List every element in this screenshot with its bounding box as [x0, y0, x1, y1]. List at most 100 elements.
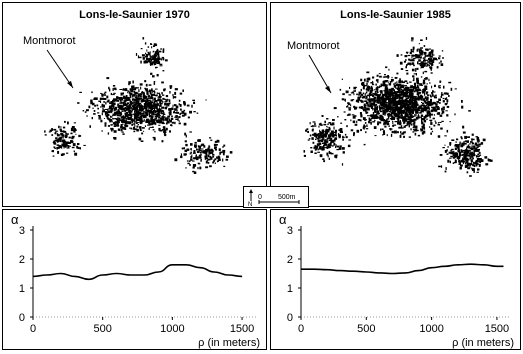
- building-dot: [134, 128, 138, 131]
- building-dot: [357, 100, 360, 103]
- building-dot: [146, 98, 149, 102]
- building-dot: [108, 86, 110, 90]
- building-dot: [103, 101, 106, 103]
- building-dot: [141, 54, 145, 57]
- building-dot: [343, 136, 345, 139]
- building-dot: [387, 120, 390, 122]
- building-dot: [353, 132, 355, 135]
- building-dot: [416, 93, 419, 96]
- building-dot: [409, 94, 412, 97]
- building-dot: [434, 94, 437, 96]
- building-dot: [319, 135, 321, 137]
- building-dot: [444, 170, 447, 173]
- building-dot: [410, 94, 413, 97]
- building-dot: [411, 105, 414, 109]
- building-dot: [303, 150, 306, 153]
- building-dot: [418, 92, 421, 94]
- building-dot: [120, 92, 123, 96]
- building-dot: [436, 59, 438, 61]
- building-dot: [139, 112, 142, 115]
- building-dot: [154, 44, 158, 47]
- building-dot: [451, 148, 454, 150]
- building-dot: [143, 114, 146, 117]
- building-dot: [372, 112, 375, 115]
- building-dot: [185, 143, 188, 147]
- building-dot: [116, 100, 120, 102]
- building-dot: [155, 94, 158, 97]
- building-dot: [431, 85, 433, 89]
- building-dot: [66, 133, 68, 137]
- building-dot: [328, 139, 331, 141]
- building-dot: [135, 95, 137, 97]
- building-dot: [156, 59, 159, 62]
- building-dot: [405, 70, 409, 72]
- building-dot: [379, 116, 383, 119]
- building-dot: [477, 145, 481, 147]
- building-dot: [137, 55, 139, 59]
- building-dot: [323, 131, 325, 133]
- building-dot: [205, 157, 208, 160]
- building-dot: [312, 141, 315, 144]
- building-dot: [389, 106, 393, 109]
- building-dot: [441, 50, 444, 52]
- building-dot: [434, 57, 437, 61]
- building-dot: [385, 105, 388, 107]
- building-dot: [397, 122, 400, 125]
- building-dot: [459, 153, 462, 157]
- building-dot: [458, 161, 461, 163]
- building-dot: [112, 87, 114, 91]
- building-dot: [108, 107, 110, 110]
- building-dot: [409, 88, 411, 92]
- building-dot: [396, 54, 399, 57]
- building-dot: [161, 121, 165, 124]
- building-dot: [161, 81, 164, 84]
- building-dot: [178, 103, 180, 106]
- building-dot: [407, 62, 410, 65]
- y-tick-label: 3: [19, 225, 25, 237]
- building-dot: [380, 104, 382, 106]
- building-dot: [411, 62, 415, 65]
- building-dot: [414, 101, 418, 105]
- building-dot: [110, 101, 114, 104]
- building-dot: [128, 121, 132, 125]
- building-dot: [131, 85, 134, 89]
- building-dot: [144, 104, 148, 106]
- leader-arrowhead: [67, 81, 73, 88]
- building-dot: [151, 99, 154, 101]
- building-dot: [405, 101, 408, 104]
- building-dot: [140, 140, 144, 142]
- building-dot: [387, 77, 389, 79]
- building-dot: [192, 166, 195, 169]
- building-dot: [417, 95, 419, 98]
- building-dot: [428, 48, 431, 50]
- building-dot: [117, 109, 119, 113]
- building-dot: [372, 115, 375, 118]
- building-dot: [358, 106, 362, 109]
- building-dot: [162, 58, 165, 61]
- building-dot: [212, 153, 214, 156]
- building-dot: [140, 104, 142, 107]
- building-dot: [139, 107, 143, 110]
- building-dot: [164, 102, 167, 106]
- building-dot: [223, 144, 226, 147]
- building-dot: [362, 92, 365, 94]
- building-dot: [153, 53, 156, 56]
- building-dot: [378, 112, 380, 115]
- building-dot: [416, 49, 419, 52]
- building-dot: [455, 141, 457, 143]
- building-dot: [384, 113, 386, 116]
- building-dot: [172, 104, 174, 108]
- building-dot: [415, 103, 419, 106]
- building-dot: [382, 130, 385, 133]
- building-dot: [311, 137, 314, 140]
- building-dot: [330, 123, 333, 126]
- building-dot: [385, 119, 388, 123]
- building-dot: [162, 101, 164, 103]
- building-dot: [330, 132, 333, 134]
- building-dot: [336, 149, 340, 151]
- settlement-map: [303, 37, 493, 177]
- building-dot: [158, 121, 162, 124]
- building-dot: [218, 148, 221, 151]
- building-dot: [372, 76, 375, 79]
- building-dot: [140, 48, 143, 50]
